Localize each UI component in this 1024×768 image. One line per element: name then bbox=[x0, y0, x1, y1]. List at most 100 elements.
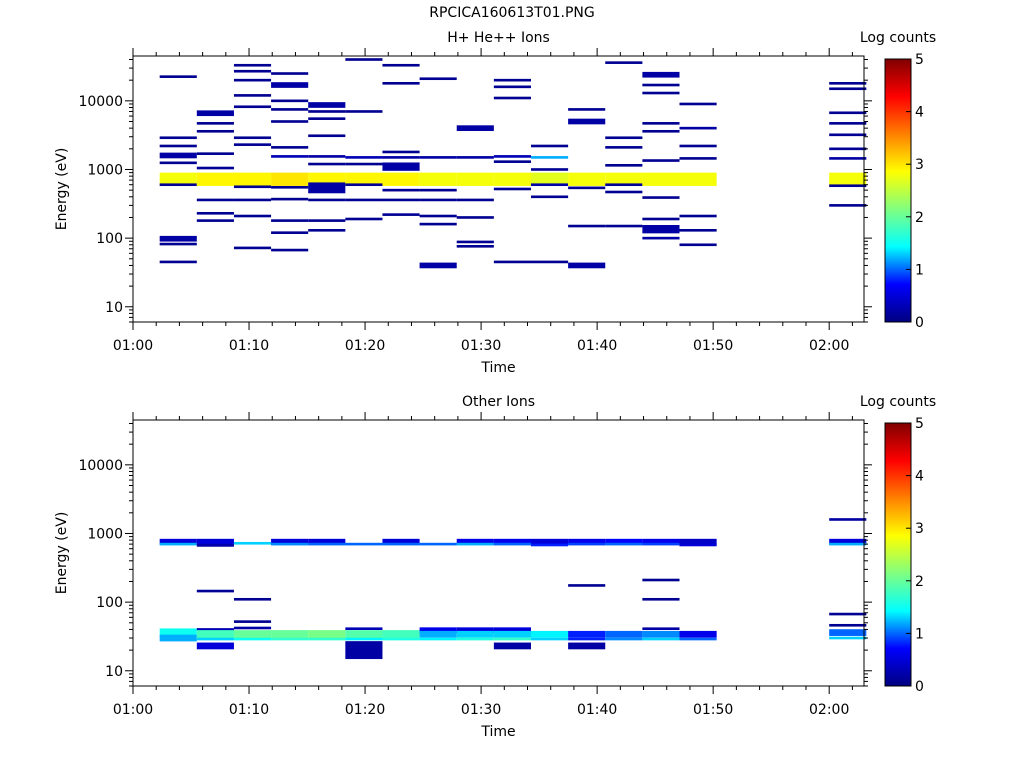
heatmap-cell bbox=[642, 83, 680, 87]
heatmap-cell bbox=[345, 542, 383, 546]
heatmap-cell bbox=[196, 628, 234, 631]
heatmap-cell bbox=[642, 597, 680, 601]
x-axis-label: Time bbox=[480, 360, 515, 376]
panel-title: H+ He++ Ions bbox=[447, 30, 550, 46]
heatmap-cell bbox=[159, 242, 197, 246]
heatmap-cell bbox=[456, 630, 494, 638]
heatmap-cell bbox=[271, 172, 309, 186]
heatmap-cell bbox=[196, 129, 234, 133]
heatmap-cell bbox=[271, 231, 309, 235]
heatmap-cell bbox=[196, 211, 234, 215]
heatmap-cell bbox=[308, 182, 346, 194]
heatmap-cell bbox=[829, 133, 867, 137]
axes-frame bbox=[132, 419, 865, 687]
heatmap-cell bbox=[196, 198, 234, 202]
x-tick-label: 01:50 bbox=[693, 702, 733, 718]
heatmap-cell bbox=[568, 584, 606, 587]
heatmap-cell bbox=[308, 117, 346, 120]
heatmap-cell bbox=[233, 105, 272, 109]
heatmap-cell bbox=[159, 172, 197, 186]
heatmap-cell bbox=[271, 197, 309, 201]
heatmap-cell bbox=[829, 111, 867, 115]
heatmap-cell bbox=[493, 96, 531, 100]
heatmap-cell bbox=[308, 162, 346, 166]
heatmap-cell bbox=[456, 216, 494, 219]
heatmap-cell bbox=[308, 538, 346, 545]
y-tick-label: 10000 bbox=[78, 458, 123, 474]
heatmap-cell bbox=[568, 108, 606, 111]
heatmap-cell bbox=[382, 198, 420, 202]
heatmap-cell bbox=[159, 235, 197, 242]
heatmap-cell bbox=[829, 172, 867, 186]
heatmap-cell bbox=[345, 183, 383, 187]
heatmap-cell bbox=[642, 627, 680, 631]
heatmap-cell bbox=[345, 630, 383, 639]
figure-title: RPCICA160613T01.PNG bbox=[429, 5, 595, 21]
heatmap-cell bbox=[308, 155, 346, 158]
heatmap-cell bbox=[159, 136, 197, 140]
heatmap-cell bbox=[679, 144, 717, 148]
heatmap-cell bbox=[271, 637, 309, 641]
heatmap-cell bbox=[419, 222, 457, 226]
heatmap-cell bbox=[271, 185, 309, 189]
heatmap-cell bbox=[530, 183, 569, 187]
heatmap-cell bbox=[456, 125, 494, 131]
x-axis-label: Time bbox=[480, 724, 515, 740]
heatmap-cell bbox=[568, 642, 606, 650]
plot-area bbox=[133, 420, 864, 686]
y-tick-label: 100 bbox=[96, 231, 123, 247]
heatmap-cell bbox=[493, 542, 531, 546]
heatmap-cell bbox=[419, 637, 457, 641]
heatmap-cell bbox=[679, 126, 717, 130]
heatmap-cell bbox=[196, 544, 234, 547]
colorbar-tick-label: 1 bbox=[915, 626, 924, 642]
heatmap-cell bbox=[568, 538, 606, 545]
heatmap-cell bbox=[605, 164, 643, 167]
heatmap-cell bbox=[308, 102, 346, 108]
heatmap-cell bbox=[419, 172, 457, 186]
heatmap-cell bbox=[196, 172, 234, 186]
heatmap-cell bbox=[679, 102, 717, 106]
heatmap-cell bbox=[196, 166, 234, 170]
heatmap-cell bbox=[493, 627, 531, 634]
heatmap-cell bbox=[530, 156, 569, 159]
heatmap-cell bbox=[308, 110, 346, 113]
heatmap-cell bbox=[345, 637, 383, 641]
y-tick-label: 100 bbox=[96, 595, 123, 611]
heatmap-cell bbox=[605, 630, 643, 638]
heatmap-cell bbox=[493, 637, 531, 641]
heatmap-cell bbox=[382, 630, 420, 639]
heatmap-cell bbox=[829, 542, 867, 546]
heatmap-cell bbox=[829, 204, 867, 207]
colorbar-label: Log counts bbox=[860, 30, 936, 46]
heatmap-cell bbox=[382, 162, 420, 171]
heatmap-cell bbox=[642, 630, 680, 638]
heatmap-cell bbox=[308, 134, 346, 138]
heatmap-cell bbox=[308, 542, 346, 546]
heatmap-cell bbox=[679, 214, 717, 218]
heatmap-cell bbox=[642, 542, 680, 546]
heatmap-cell bbox=[642, 172, 680, 186]
heatmap-cell bbox=[159, 628, 197, 637]
heatmap-cell bbox=[382, 637, 420, 641]
colorbar-tick-label: 5 bbox=[915, 416, 924, 432]
heatmap-cell bbox=[679, 172, 717, 186]
x-tick-label: 01:20 bbox=[345, 338, 385, 354]
heatmap-cell bbox=[605, 61, 643, 64]
heatmap-cell bbox=[642, 159, 680, 162]
y-tick-label: 10 bbox=[105, 300, 123, 316]
colorbar-tick-label: 4 bbox=[915, 105, 924, 121]
heatmap-cell bbox=[159, 161, 197, 165]
heatmap-cell bbox=[605, 190, 643, 194]
colorbar-gradient bbox=[884, 58, 912, 323]
heatmap-cell bbox=[605, 538, 643, 545]
heatmap-cell bbox=[456, 542, 494, 546]
heatmap-cell bbox=[568, 224, 606, 228]
heatmap-cell bbox=[308, 637, 346, 641]
heatmap-cell bbox=[271, 120, 309, 123]
heatmap-cell bbox=[233, 69, 272, 73]
x-tick-label: 01:00 bbox=[113, 338, 153, 354]
heatmap-cell bbox=[271, 542, 309, 546]
heatmap-cell bbox=[419, 542, 457, 546]
